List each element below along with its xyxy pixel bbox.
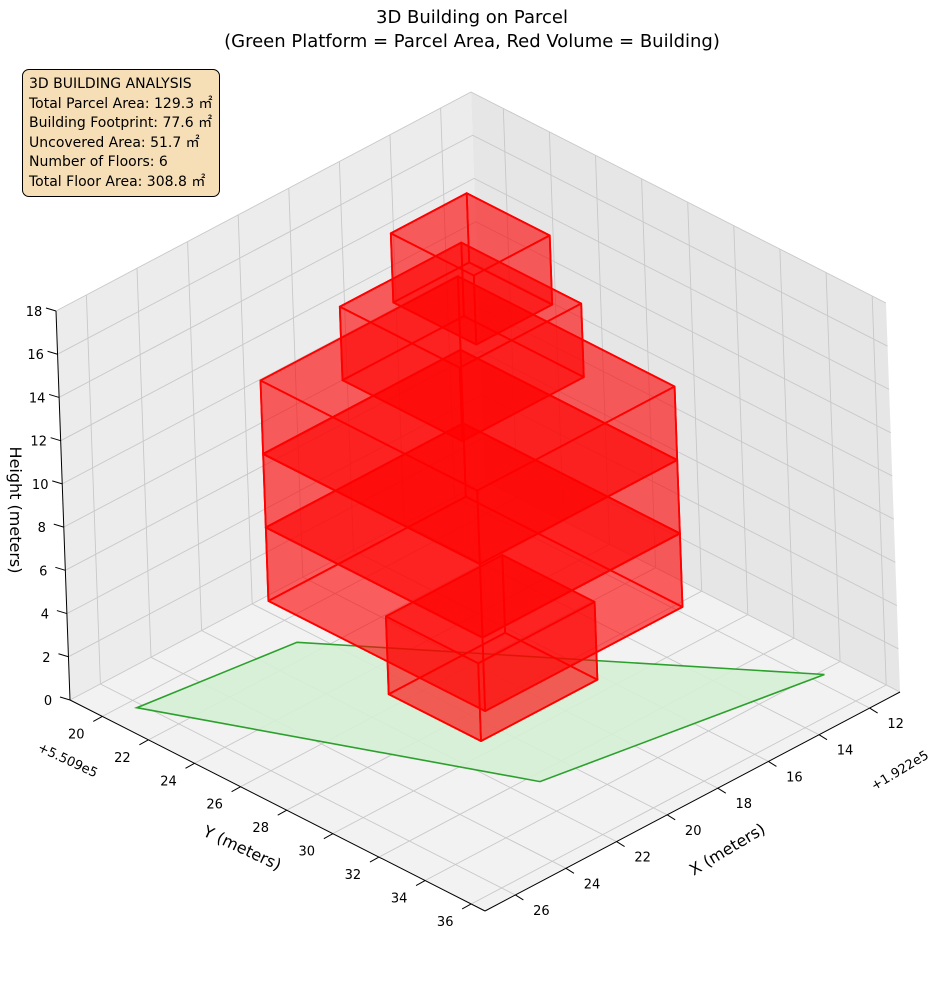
x-tick-mark <box>565 867 575 874</box>
x-offset-label: +1.922e5 <box>869 748 932 794</box>
y-tick-label: 34 <box>391 892 408 907</box>
z-tick-label: 18 <box>26 305 43 320</box>
building-box-6 <box>389 192 554 346</box>
z-tick-mark <box>48 393 60 398</box>
z-tick-label: 14 <box>29 391 46 406</box>
info-line-floor-area: Total Floor Area: 308.8 ㎡ <box>29 173 206 190</box>
x-tick-mark <box>818 734 828 741</box>
y-tick-mark <box>369 856 380 863</box>
y-tick-label: 22 <box>114 751 131 766</box>
y-tick-label: 20 <box>68 727 85 742</box>
x-tick-label: 18 <box>736 797 753 812</box>
z-tick-label: 0 <box>44 694 52 709</box>
tick-labels: 1214161820222426202224262830323436024681… <box>26 305 904 930</box>
info-line-footprint: Building Footprint: 77.6 ㎡ <box>29 115 213 132</box>
z-tick-mark <box>53 523 64 528</box>
chart-title: 3D Building on Parcel (Green Platform = … <box>0 6 944 54</box>
y-tick-label: 30 <box>299 845 316 860</box>
top-face <box>259 275 676 492</box>
top-face <box>389 192 551 277</box>
z-tick-label: 4 <box>41 608 49 623</box>
x-tick-label: 26 <box>533 904 550 919</box>
y-tick-mark <box>461 903 472 910</box>
y-tick-mark <box>185 762 195 769</box>
y-tick-label: 24 <box>160 774 177 789</box>
building-box-5 <box>338 241 585 443</box>
z-gridline <box>69 480 901 701</box>
y-axis-line <box>69 699 486 912</box>
z-tick-mark <box>56 610 68 615</box>
z-tick-mark <box>59 696 71 701</box>
y-tick-label: 26 <box>206 798 223 813</box>
info-line-parcel-area: Total Parcel Area: 129.3 ㎡ <box>29 95 213 112</box>
top-face <box>338 241 583 369</box>
z-tick-label: 12 <box>30 435 47 450</box>
y-tick-mark <box>277 809 287 816</box>
z-tick-label: 2 <box>42 651 50 666</box>
x-tick-mark <box>717 787 727 794</box>
x-tick-mark <box>515 894 524 901</box>
info-box: 3D BUILDING ANALYSIS Total Parcel Area: … <box>22 69 220 197</box>
z-gridline <box>58 177 890 398</box>
x-tick-label: 20 <box>685 824 702 839</box>
z-gridline <box>61 264 893 485</box>
x-tick-mark <box>616 841 625 847</box>
info-heading: 3D BUILDING ANALYSIS <box>29 76 192 92</box>
z-tick-mark <box>55 566 66 571</box>
y-tick-label: 36 <box>437 915 454 930</box>
z-axis-line <box>55 310 71 701</box>
top-face <box>384 554 596 665</box>
z-gridline <box>66 394 898 614</box>
info-line-uncovered: Uncovered Area: 51.7 ㎡ <box>29 134 200 151</box>
z-tick-label: 6 <box>39 564 47 579</box>
y-tick-mark <box>231 786 241 793</box>
x-tick-label: 24 <box>584 877 601 892</box>
chart-title-line1: 3D Building on Parcel <box>376 7 568 28</box>
y-tick-label: 28 <box>252 821 269 836</box>
y-tick-mark <box>323 833 334 840</box>
x-tick-label: 12 <box>887 717 904 732</box>
building-box-1 <box>384 554 599 742</box>
y-tick-mark <box>415 880 426 886</box>
x-tick-mark <box>768 761 777 767</box>
x-axis-line <box>484 691 901 912</box>
z-tick-label: 10 <box>32 478 49 493</box>
z-tick-mark <box>52 480 63 485</box>
x-tick-mark <box>666 814 676 821</box>
building-layer <box>259 192 684 742</box>
z-gridline <box>57 134 888 355</box>
y-tick-mark <box>139 739 149 746</box>
z-tick-mark <box>58 653 69 658</box>
z-tick-label: 16 <box>27 348 44 363</box>
z-gridline <box>68 437 899 658</box>
x-tick-label: 22 <box>634 851 651 866</box>
z-tick-mark <box>47 350 58 355</box>
z-gridline <box>65 350 896 571</box>
building-box-2 <box>264 422 684 712</box>
z-axis-label: Height (meters) <box>6 447 25 574</box>
chart-title-line2: (Green Platform = Parcel Area, Red Volum… <box>224 31 720 52</box>
building-box-4 <box>259 275 679 565</box>
x-tick-mark <box>869 707 878 714</box>
z-tick-mark <box>45 307 57 312</box>
info-line-floors: Number of Floors: 6 <box>29 154 168 171</box>
x-tick-label: 16 <box>786 770 803 785</box>
z-gridline <box>60 221 891 442</box>
back-pane-left <box>56 92 485 700</box>
z-gridline <box>63 307 895 528</box>
x-tick-label: 14 <box>837 744 854 759</box>
y-axis-label: Y (meters) <box>199 821 284 874</box>
z-tick-label: 8 <box>38 521 46 536</box>
z-gridline <box>55 91 887 312</box>
axis-lines <box>45 307 901 912</box>
y-offset-label: +5.509e5 <box>35 740 100 781</box>
y-tick-mark <box>93 715 103 722</box>
y-tick-label: 32 <box>345 868 362 883</box>
z-tick-mark <box>50 437 61 442</box>
back-pane-right <box>471 92 900 692</box>
